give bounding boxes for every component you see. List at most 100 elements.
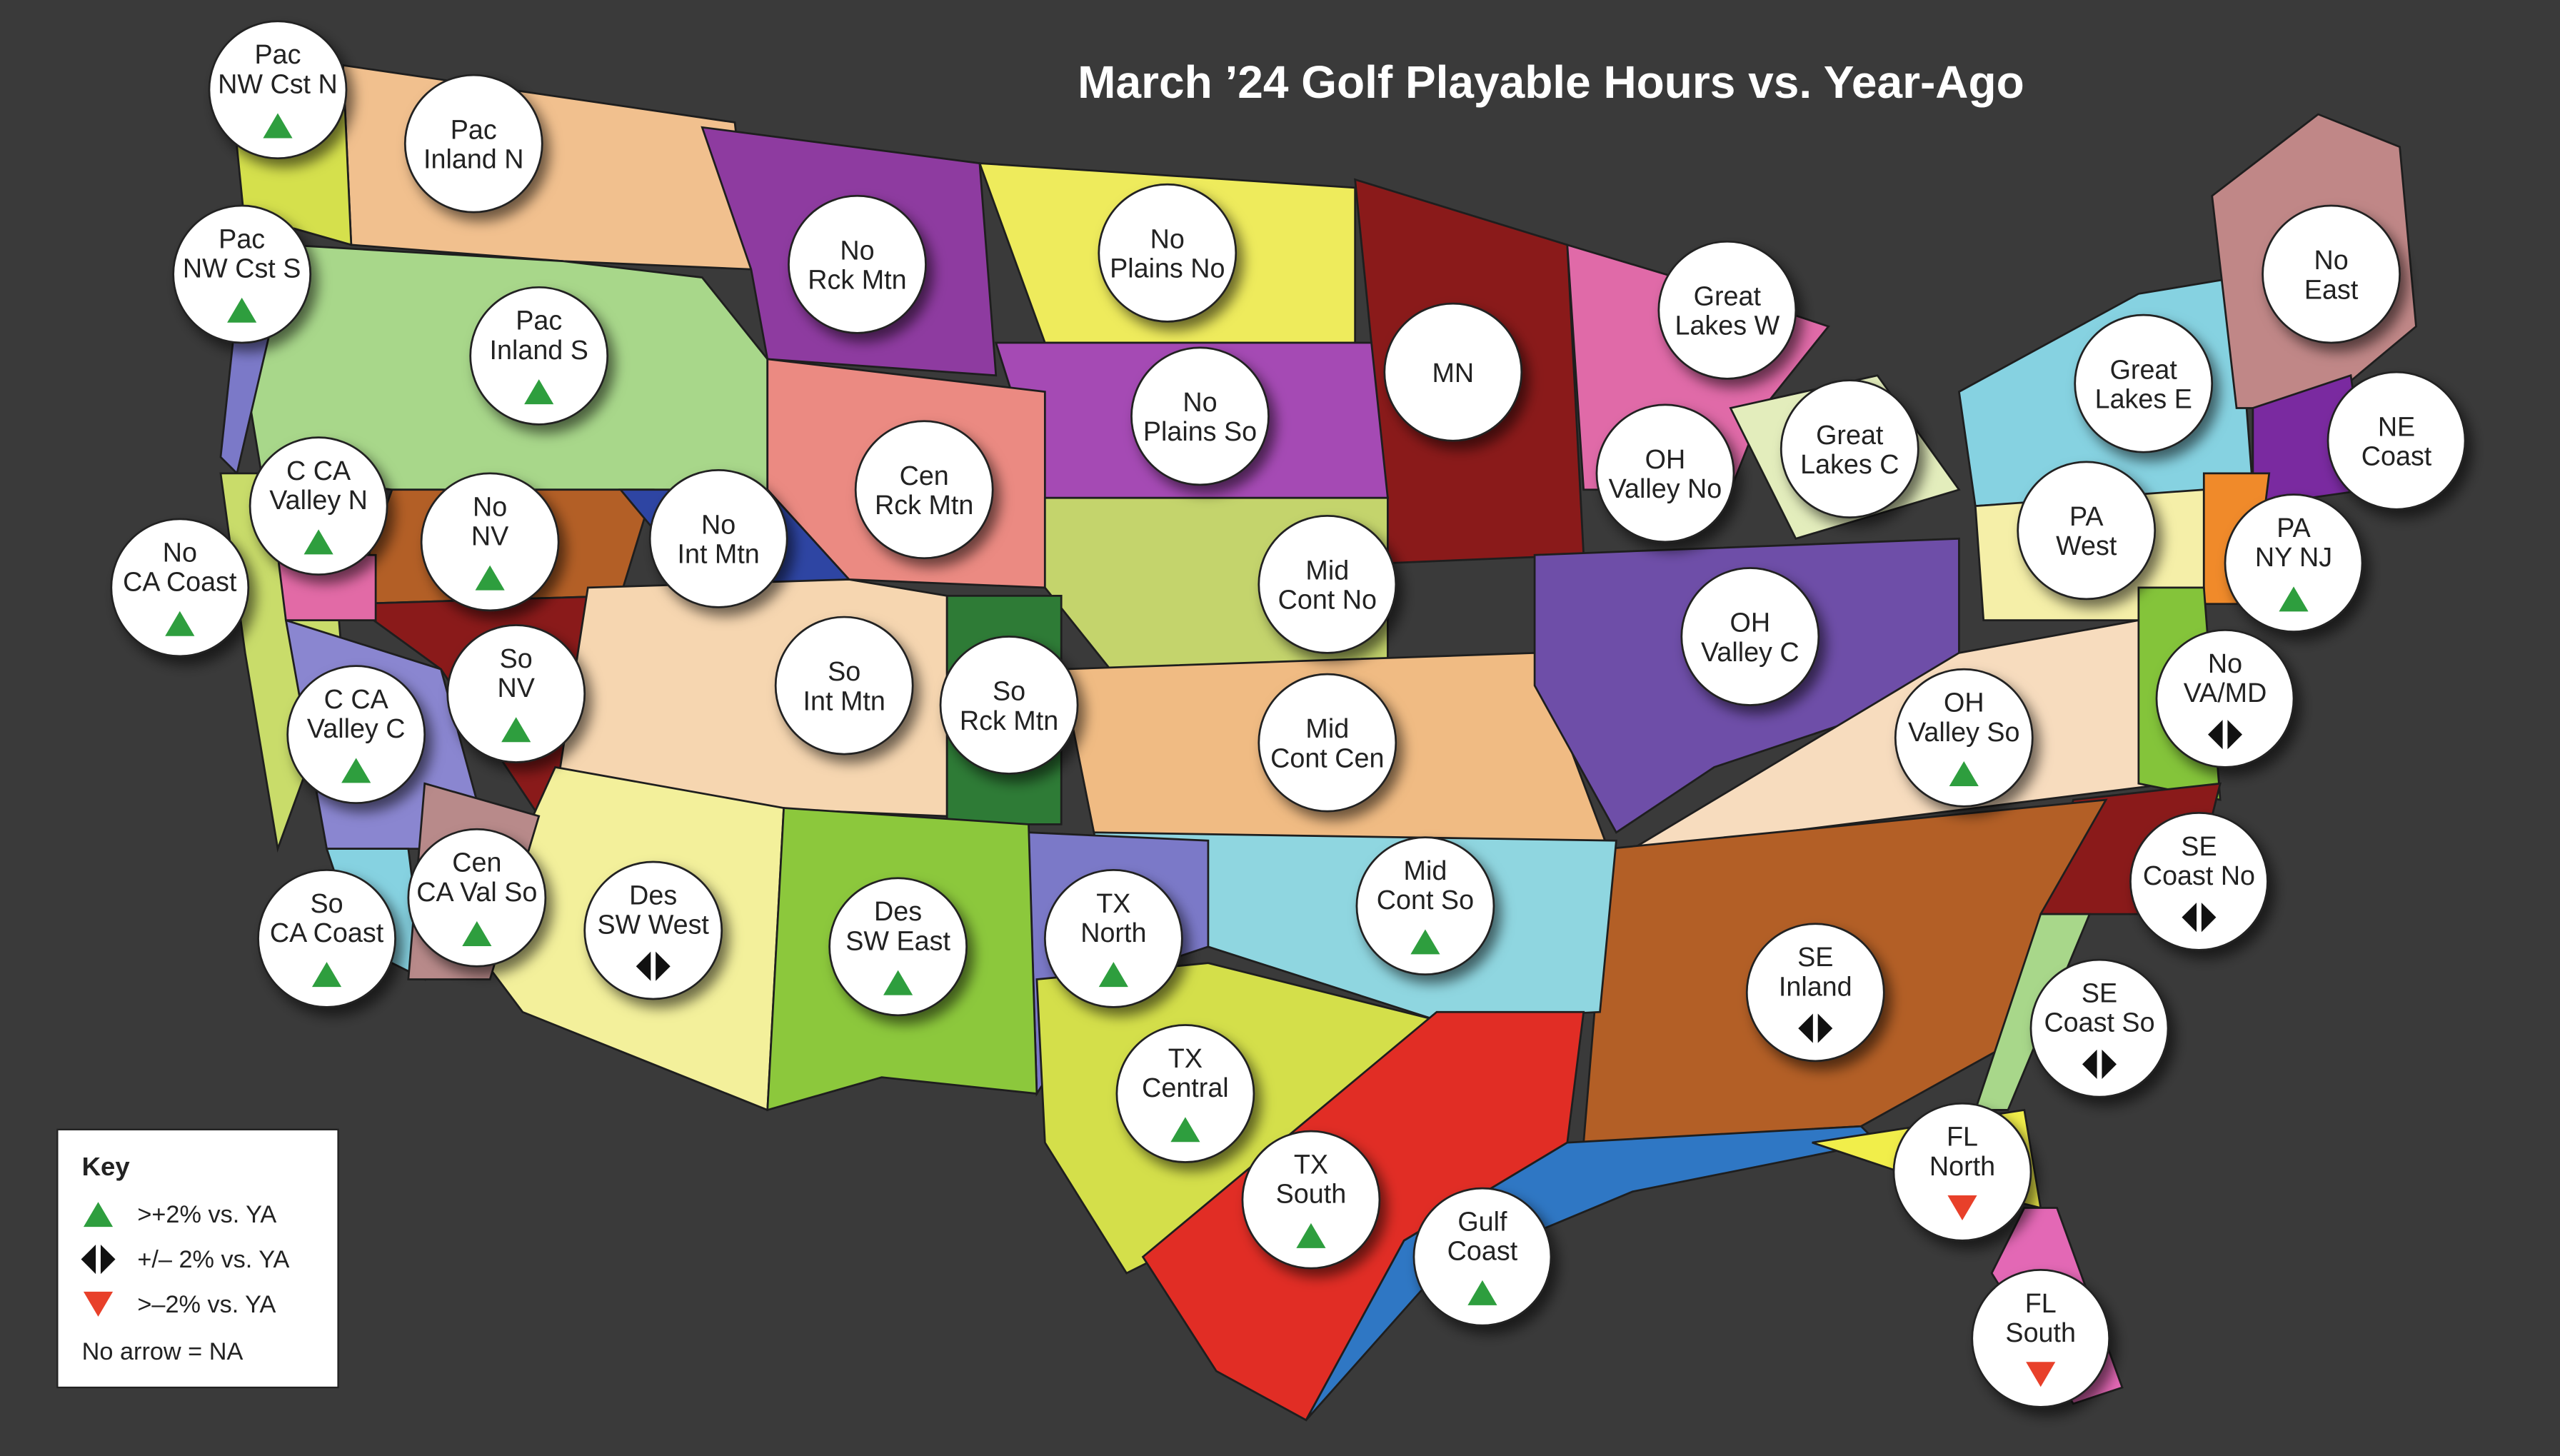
region-label: Coast No — [2143, 860, 2255, 890]
badge-circle — [1894, 668, 2034, 808]
badge-circle — [407, 828, 547, 968]
region-label: NV — [498, 673, 535, 703]
badge-circle — [2017, 461, 2157, 601]
region-label: So — [310, 888, 343, 918]
region-label: Pac — [451, 114, 497, 144]
region-label: Lakes W — [1675, 311, 1780, 341]
region-label: Coast — [2361, 441, 2432, 471]
region-label: NV — [471, 521, 508, 551]
badge-circle — [257, 868, 396, 1008]
badge-circle — [828, 877, 968, 1017]
region-label: West — [2056, 531, 2117, 561]
region-label: NE — [2378, 411, 2415, 441]
region-label: Pac — [254, 39, 301, 69]
region-label: OH — [1730, 608, 1771, 638]
region-label: South — [1276, 1179, 1347, 1209]
trend-arrow-up — [1949, 761, 1979, 786]
region-label: PA — [2069, 501, 2104, 531]
trend-arrow-up — [1296, 1222, 1326, 1248]
trend-arrow-up — [165, 611, 195, 636]
region-label: TX — [1168, 1043, 1203, 1073]
badge-circle — [1115, 1024, 1255, 1163]
badge-circle — [788, 194, 927, 334]
region-label: No — [163, 537, 197, 567]
region-label: FL — [2025, 1288, 2057, 1318]
badge-circle — [1780, 379, 1919, 518]
badge-circle — [446, 624, 586, 763]
region-label: Cen — [452, 848, 501, 878]
region-label: Coast — [1447, 1236, 1518, 1266]
badge-circle — [1657, 240, 1797, 380]
region-label: Plains No — [1110, 253, 1225, 283]
region-label: Great — [2110, 354, 2178, 384]
region-label: SE — [1797, 942, 1833, 972]
badge-circle — [420, 472, 560, 612]
badge-circle — [469, 286, 609, 426]
badge-circle — [1355, 836, 1495, 976]
region-label: Cont No — [1278, 585, 1377, 615]
trend-arrow-down — [83, 1291, 114, 1317]
region-label: Des — [629, 880, 677, 910]
badge-circle — [1892, 1102, 2032, 1242]
key-items: >+2% vs. YA +/– 2% vs. YA >–2% vs. YA — [81, 1201, 290, 1318]
badge-circle — [1680, 567, 1820, 706]
region-label: North — [1929, 1151, 1995, 1181]
region-label: TX — [1294, 1150, 1328, 1180]
trend-arrow-flat — [2082, 1049, 2097, 1079]
trend-arrow-up — [303, 529, 333, 555]
region-label: Mid — [1305, 555, 1349, 585]
trend-arrow-flat — [100, 1244, 116, 1275]
badge-circle — [1241, 1130, 1381, 1270]
region-label: MN — [1432, 358, 1474, 388]
badge-circle — [172, 204, 312, 344]
region-label: East — [2304, 274, 2359, 304]
badge-circle — [1258, 514, 1397, 654]
trend-arrow-flat — [2208, 720, 2223, 750]
region-label: PA — [2277, 513, 2311, 543]
region-label: Valley No — [1609, 473, 1722, 503]
badge-circle — [1412, 1187, 1552, 1327]
region-label: Inland N — [423, 144, 523, 174]
region-label: Int Mtn — [803, 686, 885, 716]
region-label: Pac — [219, 224, 265, 253]
badge-circle — [2262, 204, 2401, 344]
region-label: So — [993, 676, 1025, 706]
trend-arrow-flat — [2227, 720, 2243, 750]
region-label: Great — [1816, 420, 1884, 450]
key-label: >–2% vs. YA — [137, 1291, 276, 1318]
trend-arrow-flat — [81, 1244, 96, 1275]
region-label: Pac — [516, 306, 562, 336]
region-label: Rck Mtn — [875, 490, 973, 520]
region-label: Central — [1142, 1073, 1229, 1103]
trend-arrow-up — [2279, 586, 2309, 612]
key-title: Key — [82, 1152, 131, 1181]
region-label: C CA — [286, 456, 351, 486]
key-label: +/– 2% vs. YA — [137, 1246, 289, 1273]
region-label: Coast So — [2044, 1008, 2154, 1038]
region-label: SW West — [598, 910, 710, 940]
trend-arrow-flat — [2102, 1049, 2117, 1079]
region-label: North — [1080, 918, 1146, 948]
trend-arrow-up — [227, 297, 257, 323]
badge-circle — [1595, 403, 1735, 543]
trend-arrow-flat — [2182, 903, 2197, 933]
